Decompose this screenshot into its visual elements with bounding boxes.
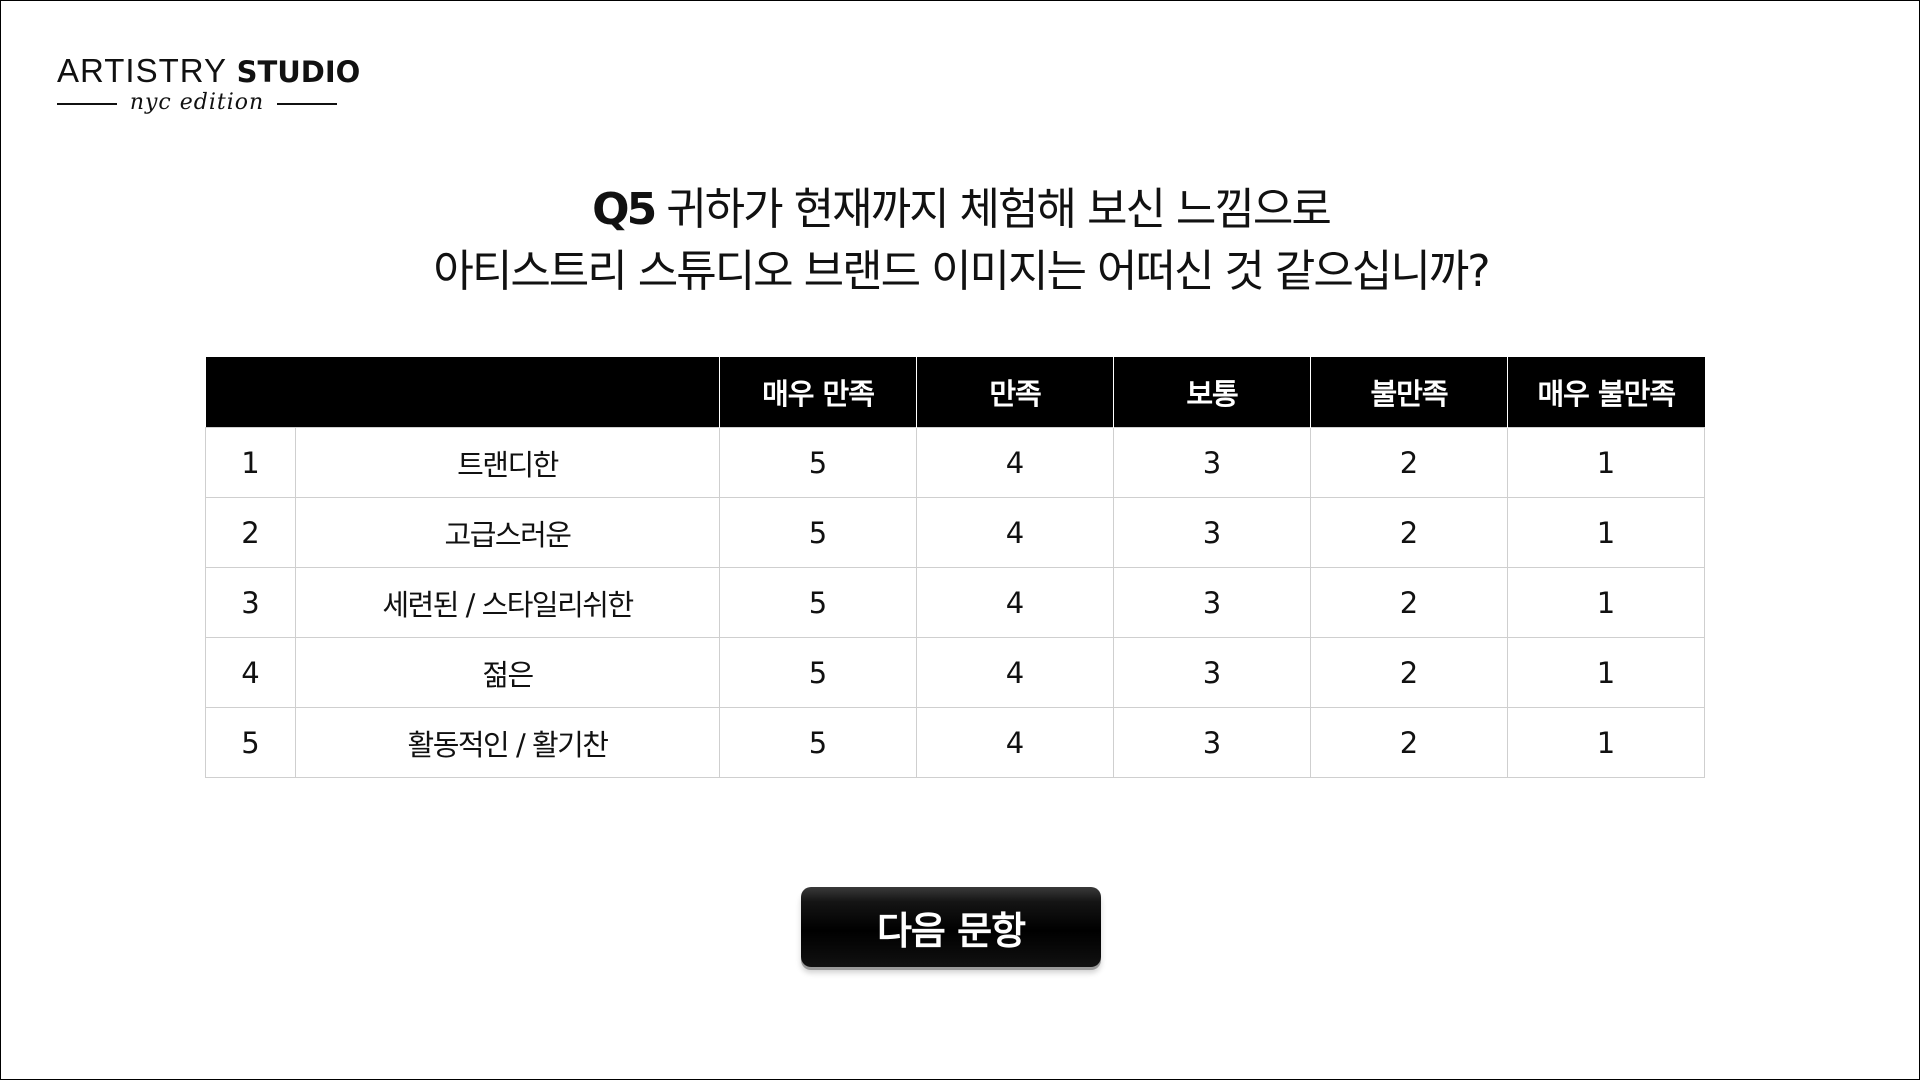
table-row: 1 트랜디한 5 4 3 2 1 [205,427,1705,498]
score-option[interactable]: 1 [1507,637,1705,708]
logo-edition: nyc edition [129,90,265,115]
table-row: 4 젊은 5 4 3 2 1 [205,637,1705,708]
header-satisfied: 만족 [916,357,1114,428]
header-blank-cell [205,357,720,428]
score-option[interactable]: 3 [1113,707,1311,778]
logo-brand-bold: STUDIO [236,55,361,89]
question-text: Q5 귀하가 현재까지 체험해 보신 느낌으로 아티스트리 스튜디오 브랜드 이… [1,179,1920,303]
score-option[interactable]: 3 [1113,637,1311,708]
header-very-dissatisfied: 매우 불만족 [1507,357,1705,428]
score-option[interactable]: 2 [1310,497,1508,568]
row-number: 5 [205,707,296,778]
row-number: 1 [205,427,296,498]
score-option[interactable]: 5 [719,497,917,568]
row-number: 4 [205,637,296,708]
question-line-1: Q5 귀하가 현재까지 체험해 보신 느낌으로 [1,179,1920,241]
score-option[interactable]: 5 [719,707,917,778]
header-neutral: 보통 [1113,357,1311,428]
score-option[interactable]: 1 [1507,567,1705,638]
row-item-label: 고급스러운 [295,497,720,568]
table-row: 5 활동적인 / 활기찬 5 4 3 2 1 [205,707,1705,778]
table-row: 2 고급스러운 5 4 3 2 1 [205,497,1705,568]
score-option[interactable]: 5 [719,637,917,708]
score-option[interactable]: 1 [1507,707,1705,778]
score-option[interactable]: 4 [916,707,1114,778]
row-item-label: 활동적인 / 활기찬 [295,707,720,778]
next-question-button[interactable]: 다음 문항 [801,887,1101,967]
row-item-label: 젊은 [295,637,720,708]
score-option[interactable]: 2 [1310,567,1508,638]
score-option[interactable]: 3 [1113,567,1311,638]
logo-brand-light: ARTISTRY [57,52,227,89]
score-option[interactable]: 4 [916,427,1114,498]
score-option[interactable]: 3 [1113,427,1311,498]
score-option[interactable]: 2 [1310,707,1508,778]
question-number: Q5 [592,184,657,235]
score-option[interactable]: 2 [1310,637,1508,708]
score-option[interactable]: 3 [1113,497,1311,568]
brand-logo: ARTISTRY STUDIO nyc edition [57,51,360,123]
header-very-satisfied: 매우 만족 [719,357,917,428]
logo-edition-row: nyc edition [57,89,337,119]
score-option[interactable]: 1 [1507,427,1705,498]
score-option[interactable]: 5 [719,427,917,498]
table-header-row: 매우 만족 만족 보통 불만족 매우 불만족 [205,357,1705,428]
table-row: 3 세련된 / 스타일리쉬한 5 4 3 2 1 [205,567,1705,638]
row-number: 3 [205,567,296,638]
logo-wordmark: ARTISTRY STUDIO [57,51,360,92]
logo-rule-right [277,103,337,105]
score-option[interactable]: 5 [719,567,917,638]
row-number: 2 [205,497,296,568]
score-option[interactable]: 4 [916,637,1114,708]
row-item-label: 트랜디한 [295,427,720,498]
row-item-label: 세련된 / 스타일리쉬한 [295,567,720,638]
score-option[interactable]: 4 [916,497,1114,568]
header-dissatisfied: 불만족 [1310,357,1508,428]
score-option[interactable]: 1 [1507,497,1705,568]
logo-rule-left [57,103,117,105]
question-line-2: 아티스트리 스튜디오 브랜드 이미지는 어떠신 것 같으십니까? [433,246,1490,297]
question-line-1-text: 귀하가 현재까지 체험해 보신 느낌으로 [666,184,1332,235]
score-option[interactable]: 2 [1310,427,1508,498]
rating-table: 매우 만족 만족 보통 불만족 매우 불만족 1 트랜디한 5 4 3 2 1 … [205,357,1705,778]
score-option[interactable]: 4 [916,567,1114,638]
